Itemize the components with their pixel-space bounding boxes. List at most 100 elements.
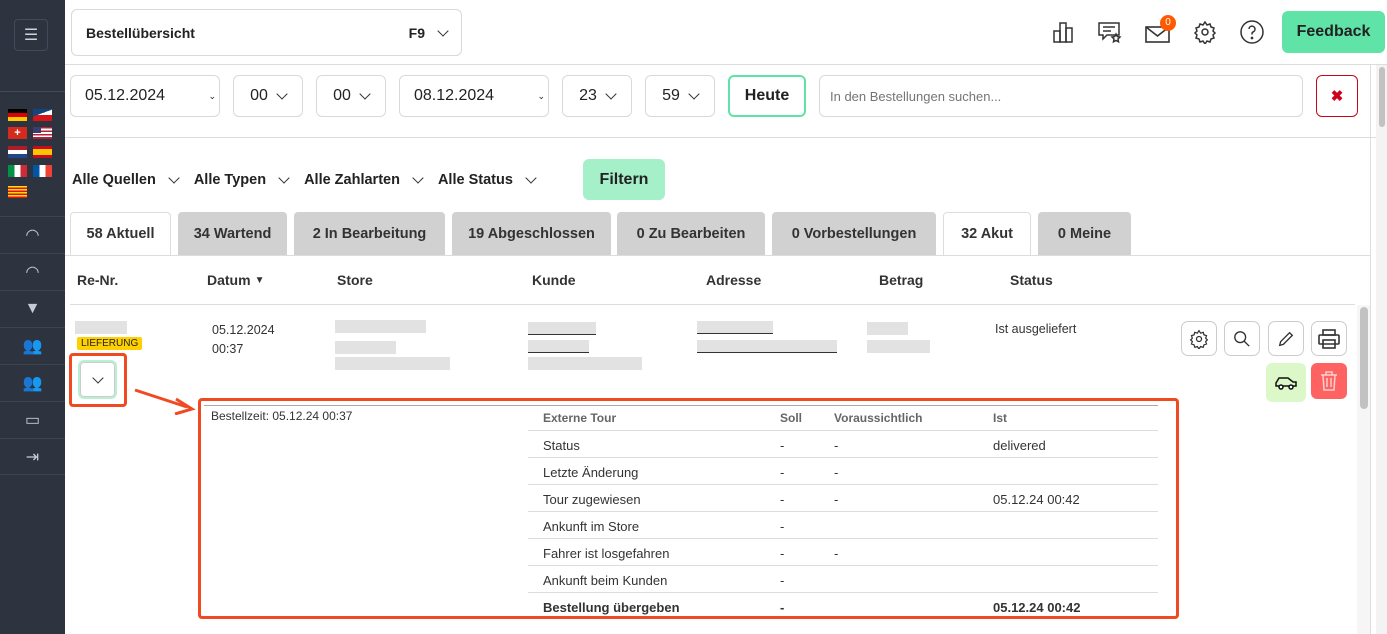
flag-ch-icon[interactable]: + <box>8 127 27 139</box>
flag-it-icon[interactable] <box>8 165 27 177</box>
column-header-kunde[interactable]: Kunde <box>532 272 576 288</box>
details-cell: - <box>780 546 785 561</box>
to-hour-value: 23 <box>579 87 597 104</box>
tab-aktuell[interactable]: 58 Aktuell <box>70 212 171 255</box>
delivery-button[interactable] <box>1266 363 1306 402</box>
column-header-datum[interactable]: Datum ▼ <box>207 272 264 288</box>
page-select[interactable]: Bestellübersicht F9 <box>71 9 462 56</box>
chevron-down-icon <box>359 88 371 100</box>
settings-button[interactable] <box>1191 18 1219 46</box>
tab-wartend[interactable]: 34 Wartend <box>178 212 287 255</box>
chevron-down-icon <box>688 88 700 100</box>
details-col-soll: Soll <box>780 411 803 425</box>
clear-search-button[interactable]: ✖ <box>1316 75 1358 117</box>
details-cell: - <box>780 465 785 480</box>
store-redacted <box>335 341 396 354</box>
flag-us-icon[interactable] <box>33 127 52 139</box>
gauge-icon: ◜◝ <box>26 264 39 281</box>
flag-nl-icon[interactable] <box>8 146 27 158</box>
from-date-value: 05.12.2024 <box>85 87 166 104</box>
sidebar-item-customers[interactable]: 👥 <box>0 364 65 401</box>
help-button[interactable] <box>1238 18 1266 46</box>
details-cell: Status <box>543 438 580 453</box>
details-cell: - <box>780 438 785 453</box>
table-scrollbar-thumb[interactable] <box>1359 307 1368 409</box>
from-hour-select[interactable]: 00 <box>233 75 303 117</box>
table-scrollbar-track[interactable] <box>1357 305 1370 634</box>
address-redacted[interactable] <box>697 321 773 334</box>
details-cell: - <box>834 465 839 480</box>
reviews-button[interactable] <box>1096 18 1124 46</box>
tab-vorbestellungen[interactable]: 0 Vorbestellungen <box>772 212 936 255</box>
type-filter-label: Alle Typen <box>193 172 267 188</box>
flag-catalonia-icon[interactable] <box>8 186 27 198</box>
type-filter[interactable]: Alle Typen <box>193 172 290 188</box>
details-row: Tour zugewiesen - - 05.12.24 00:42 <box>528 484 1158 511</box>
order-search-input[interactable] <box>819 75 1303 117</box>
divider <box>70 304 1355 305</box>
chevron-down-icon <box>437 24 449 37</box>
to-minute-select[interactable]: 59 <box>645 75 715 117</box>
menu-toggle-button[interactable]: ☰ <box>14 19 48 51</box>
column-header-betrag[interactable]: Betrag <box>879 272 924 288</box>
details-col-ist: Ist <box>993 411 1008 425</box>
column-header-adresse[interactable]: Adresse <box>706 272 762 288</box>
annotation-highlight <box>69 353 127 407</box>
details-row: Ankunft im Store - <box>528 511 1158 538</box>
trash-icon <box>1321 371 1337 391</box>
source-filter[interactable]: Alle Quellen <box>72 172 180 188</box>
monitor-icon: ▭ <box>24 412 41 429</box>
flag-fr-icon[interactable] <box>33 165 52 177</box>
sidebar-item-display[interactable]: ▭ <box>0 401 65 438</box>
tab-abgeschlossen[interactable]: 19 Abgeschlossen <box>452 212 611 255</box>
details-cell: Ankunft beim Kunden <box>543 573 668 588</box>
column-header-status[interactable]: Status <box>1010 272 1053 288</box>
search-icon <box>1234 330 1250 347</box>
flag-es-icon[interactable] <box>33 146 52 158</box>
sidebar-item-users[interactable]: 👥 <box>0 327 65 364</box>
chevron-down-icon <box>276 88 288 100</box>
filter-button[interactable]: Filtern <box>583 159 665 200</box>
chat-star-icon <box>1098 22 1122 44</box>
customer-redacted[interactable] <box>528 340 589 353</box>
divider <box>65 137 1387 138</box>
print-order-button[interactable] <box>1311 321 1347 356</box>
from-date-input[interactable]: 05.12.2024 ⌄ <box>70 75 220 117</box>
details-row: Ankunft beim Kunden - <box>528 565 1158 592</box>
statistics-button[interactable] <box>1050 18 1078 46</box>
flag-cz-icon[interactable] <box>33 109 52 121</box>
address-redacted[interactable] <box>697 340 837 353</box>
status-filter[interactable]: Alle Status <box>438 172 537 188</box>
to-date-input[interactable]: 08.12.2024 ⌄ <box>399 75 549 117</box>
divider <box>204 405 1158 406</box>
page-scrollbar-track[interactable] <box>1376 65 1387 634</box>
flag-de-icon[interactable] <box>8 109 27 121</box>
delete-order-button[interactable] <box>1311 363 1347 399</box>
bag-icon: ▼ <box>24 300 41 317</box>
chevron-down-icon <box>168 172 180 184</box>
tab-zu-bearbeiten[interactable]: 0 Zu Bearbeiten <box>617 212 765 255</box>
today-button[interactable]: Heute <box>728 75 806 117</box>
sidebar-item-dashboard-2[interactable]: ◜◝ <box>0 253 65 290</box>
column-header-re-nr[interactable]: Re-Nr. <box>77 272 119 288</box>
sidebar-item-orders[interactable]: ▼ <box>0 290 65 327</box>
customer-redacted[interactable] <box>528 322 596 335</box>
from-minute-select[interactable]: 00 <box>316 75 386 117</box>
close-icon: ✖ <box>1330 88 1344 105</box>
edit-order-button[interactable] <box>1268 321 1304 356</box>
sidebar-item-logout[interactable]: ⇥ <box>0 438 65 475</box>
tab-akut[interactable]: 32 Akut <box>943 212 1031 255</box>
order-settings-button[interactable] <box>1181 321 1217 356</box>
chevron-down-icon <box>525 172 537 184</box>
sidebar-item-dashboard[interactable]: ◜◝ <box>0 216 65 253</box>
tab-in-bearbeitung[interactable]: 2 In Bearbeitung <box>294 212 445 255</box>
view-order-button[interactable] <box>1224 321 1260 356</box>
page-scrollbar-thumb[interactable] <box>1378 67 1385 127</box>
feedback-button[interactable]: Feedback <box>1282 11 1385 53</box>
expand-row-button[interactable] <box>78 360 117 399</box>
to-hour-select[interactable]: 23 <box>562 75 632 117</box>
tab-meine[interactable]: 0 Meine <box>1038 212 1131 255</box>
order-details-panel <box>198 398 1179 619</box>
payment-filter[interactable]: Alle Zahlarten <box>304 172 424 188</box>
column-header-store[interactable]: Store <box>337 272 373 288</box>
